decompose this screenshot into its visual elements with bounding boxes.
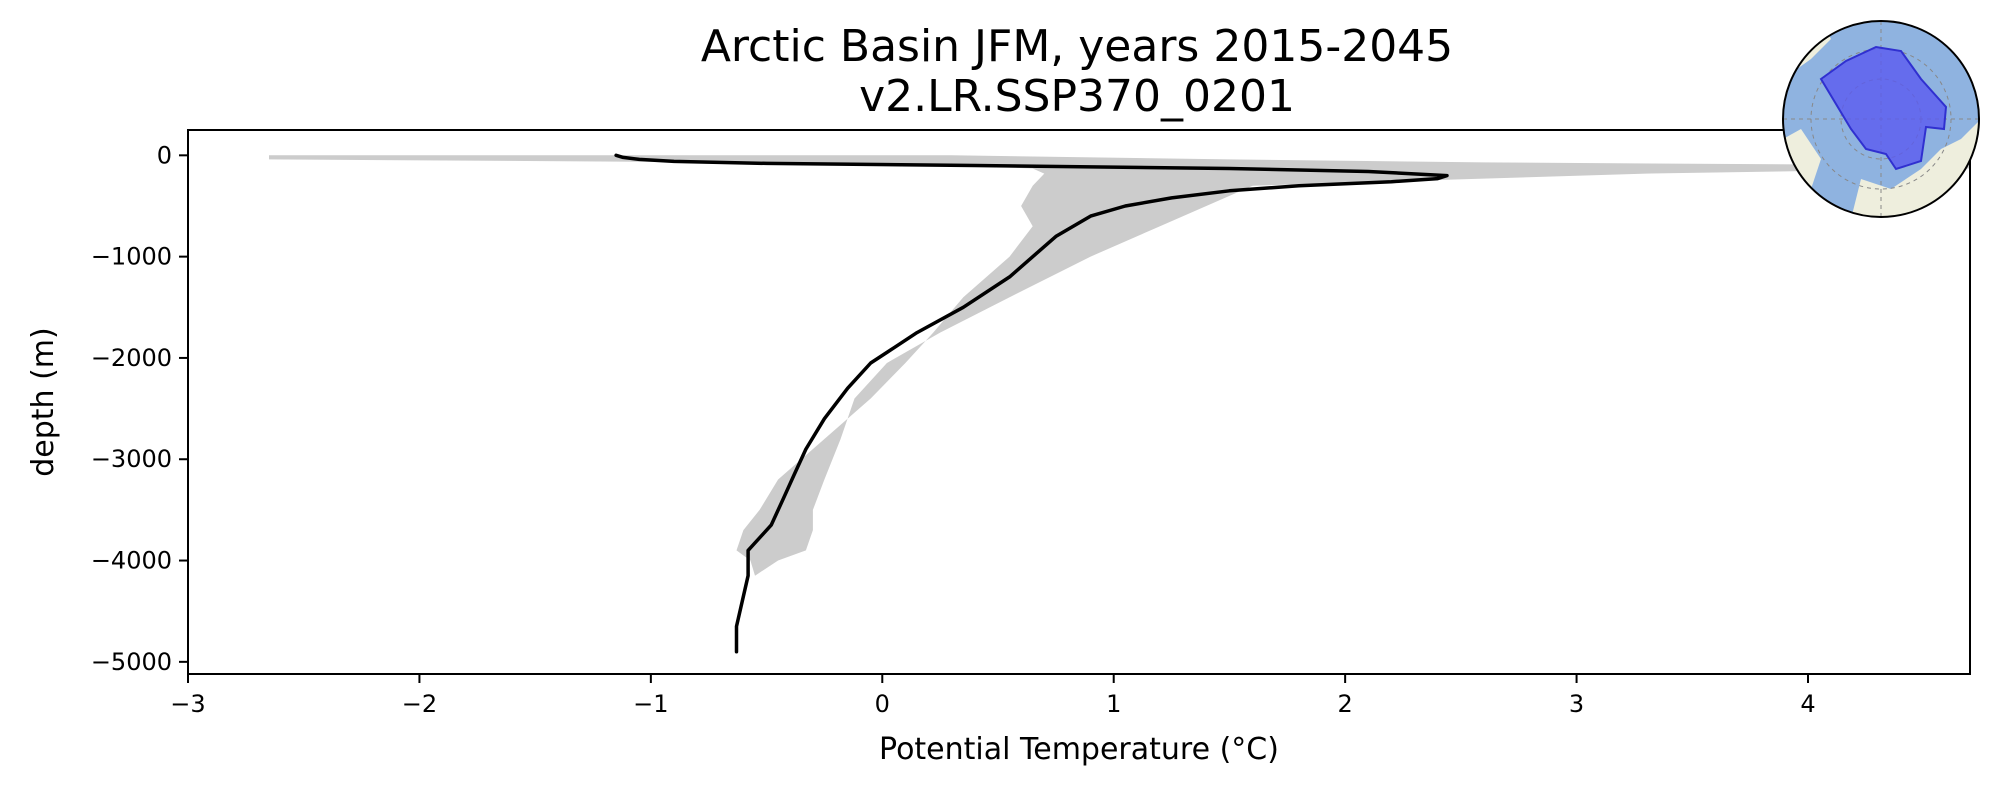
y-tick-label: −4000 bbox=[91, 547, 172, 575]
x-tick-label: −2 bbox=[402, 690, 437, 718]
y-tick-label: 0 bbox=[157, 141, 172, 169]
x-tick-label: 0 bbox=[875, 690, 890, 718]
y-tick-label: −1000 bbox=[91, 243, 172, 271]
chart-title: Arctic Basin JFM, years 2015-2045 bbox=[701, 21, 1453, 72]
x-tick-label: −3 bbox=[170, 690, 205, 718]
plot-frame bbox=[187, 129, 1971, 675]
x-tick-label: −1 bbox=[633, 690, 668, 718]
x-tick-label: 2 bbox=[1338, 690, 1353, 718]
x-tick-label: 4 bbox=[1800, 690, 1815, 718]
map-border bbox=[1782, 20, 1980, 218]
y-axis-label: depth (m) bbox=[26, 327, 61, 477]
y-tick-label: −5000 bbox=[91, 648, 172, 676]
chart-subtitle: v2.LR.SSP370_0201 bbox=[859, 71, 1295, 122]
x-tick-label: 3 bbox=[1569, 690, 1584, 718]
y-tick-label: −2000 bbox=[91, 344, 172, 372]
mean-profile-line bbox=[614, 153, 1449, 654]
spread-band bbox=[269, 155, 1970, 576]
y-tick-label: −3000 bbox=[91, 445, 172, 473]
arctic-basin-region-map bbox=[1782, 20, 1980, 218]
x-tick-label: 1 bbox=[1106, 690, 1121, 718]
map-region-arctic-basin bbox=[1819, 45, 1948, 171]
x-axis-label: Potential Temperature (°C) bbox=[879, 732, 1279, 767]
